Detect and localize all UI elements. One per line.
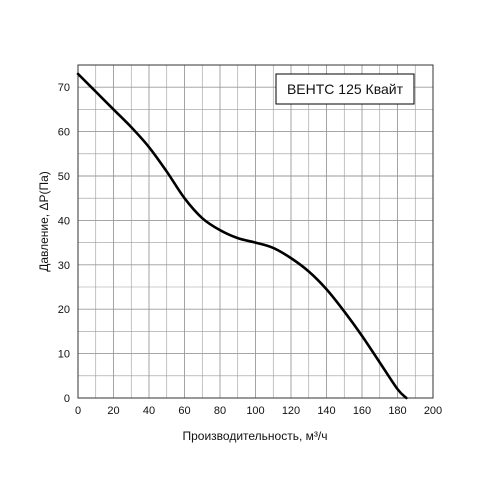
x-axis-title: Производительность, м³/ч [183,429,328,443]
x-tick-label: 140 [317,405,335,417]
plot-frame [77,64,434,399]
series-layer [76,72,408,400]
x-tick-label: 0 [75,405,81,417]
y-tick-label: 60 [58,127,70,139]
y-tick-label: 40 [58,215,70,227]
x-tick-label: 80 [214,405,226,417]
legend-box [275,73,415,105]
y-axis-title: Давление, ΔР(Па) [37,171,51,272]
x-tick-label: 200 [424,405,442,417]
x-tick-label: 40 [143,405,155,417]
legend: ВЕНТС 125 Квайт [275,73,415,105]
grid [77,64,434,399]
legend-label: ВЕНТС 125 Квайт [287,81,404,97]
y-tick-label: 0 [64,393,70,405]
x-tick-label: 60 [178,405,190,417]
y-tick-label: 30 [58,260,70,272]
x-tick-label: 20 [107,405,119,417]
y-tick-label: 50 [58,171,70,183]
y-tick-label: 10 [58,349,70,361]
y-tick-label: 20 [58,304,70,316]
tick-labels: 0 20 40 60 80 100 120 140 160 180 200 0 10 20 30 40 50 60… [58,82,442,417]
x-tick-label: 100 [246,405,264,417]
series-line [76,72,408,400]
x-tick-label: 180 [388,405,406,417]
y-tick-label: 70 [58,82,70,94]
x-tick-label: 160 [353,405,371,417]
x-tick-label: 120 [282,405,300,417]
